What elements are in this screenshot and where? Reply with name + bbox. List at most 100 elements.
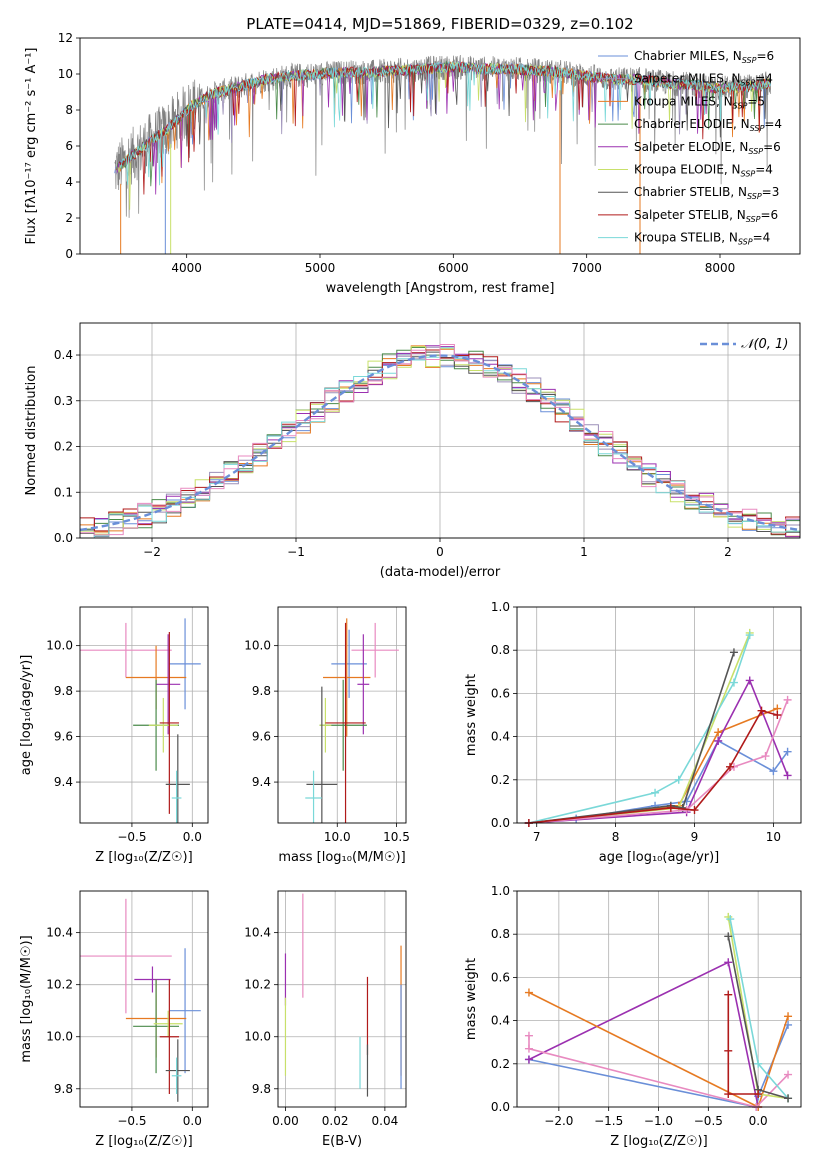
x-axis-label: E(B-V) bbox=[322, 1134, 362, 1149]
mass-weight-line bbox=[528, 678, 789, 823]
y-tick-label: 10.0 bbox=[46, 1030, 73, 1044]
x-axis-label: mass [log₁₀(M/M☉)] bbox=[278, 850, 405, 865]
mass-weight-marker bbox=[524, 988, 533, 997]
y-tick-label: 10.0 bbox=[244, 639, 271, 653]
mass-weight-line bbox=[528, 961, 759, 1107]
mass-weight-line bbox=[528, 709, 778, 823]
x-tick-label: 9 bbox=[691, 830, 699, 844]
x-tick-label: 6000 bbox=[438, 261, 469, 275]
legend-label-sub: SSP bbox=[742, 56, 757, 65]
y-tick-label: 0 bbox=[65, 247, 73, 261]
spectrum-frame bbox=[79, 37, 801, 255]
mass-weight-marker bbox=[745, 676, 754, 685]
legend-label-suffix: =5 bbox=[747, 94, 765, 108]
y-tick-label: 0.0 bbox=[491, 1100, 510, 1114]
mass-weight-marker bbox=[524, 1055, 533, 1064]
residuals-frame bbox=[79, 322, 801, 539]
x-tick-label: 0.0 bbox=[183, 1114, 202, 1128]
y-tick-label: 10.2 bbox=[244, 978, 271, 992]
x-tick-label: 5000 bbox=[305, 261, 336, 275]
x-tick-label: 8000 bbox=[705, 261, 736, 275]
x-axis-label: Z [log₁₀(Z/Z☉)] bbox=[610, 1134, 707, 1149]
y-tick-label: 2 bbox=[65, 211, 73, 225]
y-tick-label: 10.4 bbox=[244, 926, 271, 940]
mass-weight-marker bbox=[773, 711, 782, 719]
legend-label: Chabrier ELODIE, NSSP=4 bbox=[634, 117, 782, 133]
legend-label-sub: SSP bbox=[750, 124, 765, 133]
y-tick-label: 10 bbox=[58, 67, 73, 81]
mass-weight-marker bbox=[783, 747, 792, 756]
legend-label-suffix: =4 bbox=[755, 72, 773, 86]
y-tick-label: 9.8 bbox=[54, 1082, 73, 1096]
legend-label: Salpeter STELIB, NSSP=6 bbox=[634, 208, 778, 224]
y-tick-label: 9.4 bbox=[252, 775, 271, 789]
legend-label-main: Salpeter STELIB, N bbox=[634, 208, 746, 222]
age_vs_mass-frame bbox=[277, 606, 407, 824]
legend-label: Kroupa MILES, NSSP=5 bbox=[634, 94, 765, 110]
y-axis-label: mass [log₁₀(M/M☉)] bbox=[19, 935, 34, 1062]
model-spectrum-line bbox=[119, 60, 772, 186]
residual-histogram-step bbox=[80, 344, 800, 536]
mass-weight-marker bbox=[724, 990, 733, 999]
chart-title: PLATE=0414, MJD=51869, FIBERID=0329, z=0… bbox=[246, 15, 633, 33]
y-axis-label: mass weight bbox=[464, 674, 479, 756]
age_vs_z-frame bbox=[79, 606, 209, 824]
mass-weight-marker bbox=[724, 958, 733, 967]
legend-label-sub: SSP bbox=[733, 101, 748, 110]
legend-label-suffix: =6 bbox=[756, 49, 774, 63]
mass-weight-line bbox=[528, 652, 735, 823]
y-tick-label: 12 bbox=[58, 31, 73, 45]
mass-weight-marker bbox=[724, 1090, 733, 1099]
x-axis-label: age [log₁₀(age/yr)] bbox=[599, 850, 720, 865]
x-tick-label: 0.02 bbox=[322, 1114, 349, 1128]
y-tick-label: 1.0 bbox=[491, 884, 510, 898]
y-tick-label: 0.8 bbox=[491, 927, 510, 941]
y-tick-label: 0.6 bbox=[491, 970, 510, 984]
y-tick-label: 0.8 bbox=[491, 643, 510, 657]
legend-label-sub: SSP bbox=[738, 238, 753, 247]
y-tick-label: 10.2 bbox=[46, 978, 73, 992]
mass-weight-marker bbox=[724, 932, 733, 941]
x-tick-label: 10.0 bbox=[324, 830, 351, 844]
y-tick-label: 10.0 bbox=[46, 639, 73, 653]
y-axis-label: Flux [fλ10⁻¹⁷ erg cm⁻² s⁻¹ A⁻¹] bbox=[24, 48, 39, 245]
x-tick-label: 10.5 bbox=[383, 830, 410, 844]
legend-label: Salpeter ELODIE, NSSP=6 bbox=[634, 140, 781, 156]
legend-label-main: Chabrier ELODIE, N bbox=[634, 117, 750, 131]
residuals-axes: −2 −1 0 1 2 0.0 0.1 0.2 0.3 0.4 (data-model)/error… bbox=[24, 323, 800, 580]
mass_vs_z-axes: −0.5 0.0 9.8 10.0 10.2 10.4 Z [log₁₀(Z/Z☉)] mas… bbox=[19, 891, 208, 1149]
legend-label-main: Salpeter MILES, N bbox=[634, 72, 741, 86]
y-axis-label: mass weight bbox=[464, 958, 479, 1040]
mass-weight-line bbox=[528, 991, 789, 1107]
mass-weight-marker bbox=[724, 1046, 733, 1055]
y-tick-label: 0.6 bbox=[491, 686, 510, 700]
legend-label-suffix: =3 bbox=[762, 185, 780, 199]
mass_vs_z-frame bbox=[79, 890, 209, 1108]
mass-weight-marker bbox=[783, 695, 792, 704]
y-tick-label: 9.8 bbox=[54, 684, 73, 698]
y-tick-label: 0.4 bbox=[54, 348, 73, 362]
y-tick-label: 0.3 bbox=[54, 394, 73, 408]
x-tick-label: 0 bbox=[436, 545, 444, 559]
legend-label-suffix: =4 bbox=[753, 231, 771, 245]
weight_vs_age-axes: 7 8 9 10 0.0 0.2 0.4 0.6 0.8 1.0 age [log₁₀(age/yr… bbox=[464, 600, 801, 865]
legend-label-main: Kroupa STELIB, N bbox=[634, 231, 738, 245]
weight_vs_z-frame bbox=[516, 890, 802, 1108]
x-tick-label: −2 bbox=[143, 545, 161, 559]
legend-label-main: Salpeter ELODIE, N bbox=[634, 140, 748, 154]
mass-weight-line bbox=[528, 1035, 789, 1107]
x-tick-label: 4000 bbox=[171, 261, 202, 275]
mass-weight-line bbox=[727, 994, 759, 1095]
x-tick-label: 1 bbox=[580, 545, 588, 559]
weight_vs_z-axes: −2.0 −1.5 −1.0 −0.5 0.0 0.0 0.2 0.4 0.6 0.8 1.0 Z [… bbox=[464, 884, 801, 1149]
mass-weight-marker bbox=[729, 648, 738, 657]
legend-label-main: Chabrier MILES, N bbox=[634, 49, 742, 63]
y-tick-label: 0.0 bbox=[491, 816, 510, 830]
mass-weight-marker bbox=[745, 631, 754, 640]
x-axis-label: (data-model)/error bbox=[380, 565, 501, 580]
x-tick-label: −0.5 bbox=[117, 1114, 146, 1128]
mass-weight-marker bbox=[682, 797, 691, 806]
y-tick-label: 0.2 bbox=[491, 773, 510, 787]
x-tick-label: −0.5 bbox=[117, 830, 146, 844]
